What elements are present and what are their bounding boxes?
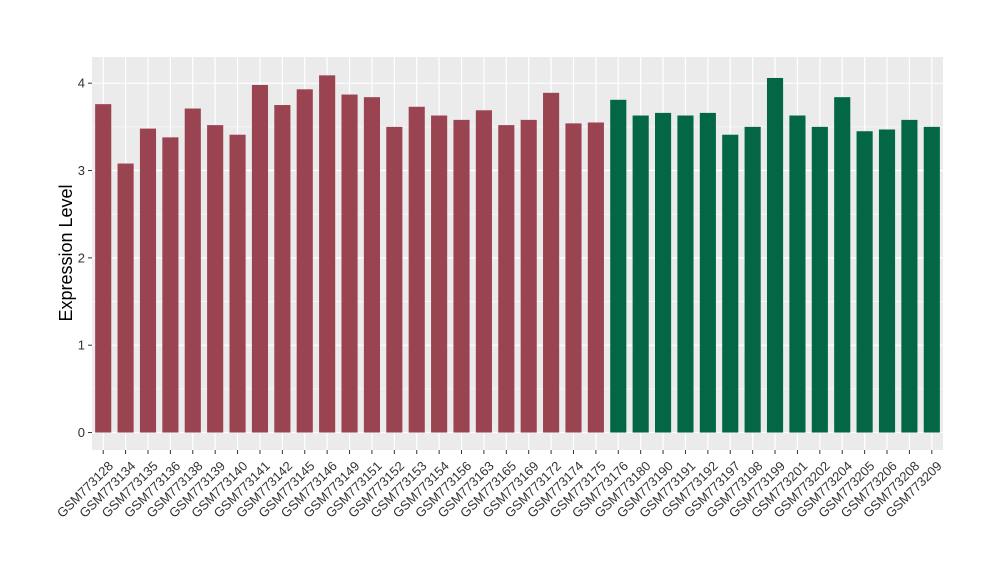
x-axis: GSM773128GSM773134GSM773135GSM773136GSM7…	[54, 450, 945, 521]
bar-GSM773172	[543, 92, 560, 433]
y-axis: 0 1 2 3 4	[78, 76, 92, 440]
bar-GSM773208	[901, 119, 918, 433]
bar-GSM773165	[498, 125, 515, 433]
bar-GSM773141	[251, 84, 269, 433]
bar-GSM773169	[520, 119, 537, 433]
bar-GSM773153	[408, 106, 425, 433]
bar-GSM773142	[274, 105, 291, 433]
bar-GSM773202	[811, 126, 828, 433]
bar-GSM773199	[766, 77, 784, 433]
bar-GSM773176	[610, 99, 627, 433]
bar-GSM773152	[386, 126, 403, 433]
bar-GSM773191	[677, 115, 694, 433]
bar-GSM773175	[587, 122, 604, 433]
bar-GSM773145	[296, 89, 313, 433]
bar-GSM773201	[789, 115, 806, 433]
bar-GSM773139	[207, 125, 224, 433]
y-tick-label: 0	[78, 425, 85, 440]
bar-GSM773140	[229, 134, 246, 433]
bar-GSM773138	[184, 108, 201, 433]
bar-GSM773146	[319, 75, 336, 433]
bar-GSM773149	[341, 94, 358, 433]
bar-GSM773197	[722, 134, 739, 433]
bar-GSM773192	[699, 112, 716, 433]
bar-GSM773135	[139, 128, 157, 433]
bar-GSM773190	[655, 112, 672, 433]
bar-GSM773198	[744, 126, 761, 433]
bar-GSM773205	[856, 131, 873, 433]
bar-GSM773174	[565, 123, 582, 433]
bar-GSM773206	[878, 129, 896, 433]
bar-GSM773136	[162, 137, 179, 433]
bar-GSM773163	[475, 110, 492, 433]
bars	[95, 75, 940, 433]
bar-GSM773180	[632, 115, 649, 433]
y-tick-label: 2	[78, 250, 85, 265]
y-tick-label: 3	[78, 163, 85, 178]
bar-GSM773128	[95, 104, 112, 433]
bar-GSM773154	[431, 115, 448, 433]
y-axis-title: Expression Level	[56, 184, 76, 321]
y-tick-label: 1	[78, 338, 85, 353]
bar-GSM773204	[834, 97, 851, 433]
bar-GSM773134	[117, 163, 134, 433]
bar-GSM773151	[363, 97, 380, 433]
bar-GSM773156	[453, 119, 470, 433]
y-tick-label: 4	[78, 76, 85, 91]
bar-GSM773209	[923, 126, 940, 433]
